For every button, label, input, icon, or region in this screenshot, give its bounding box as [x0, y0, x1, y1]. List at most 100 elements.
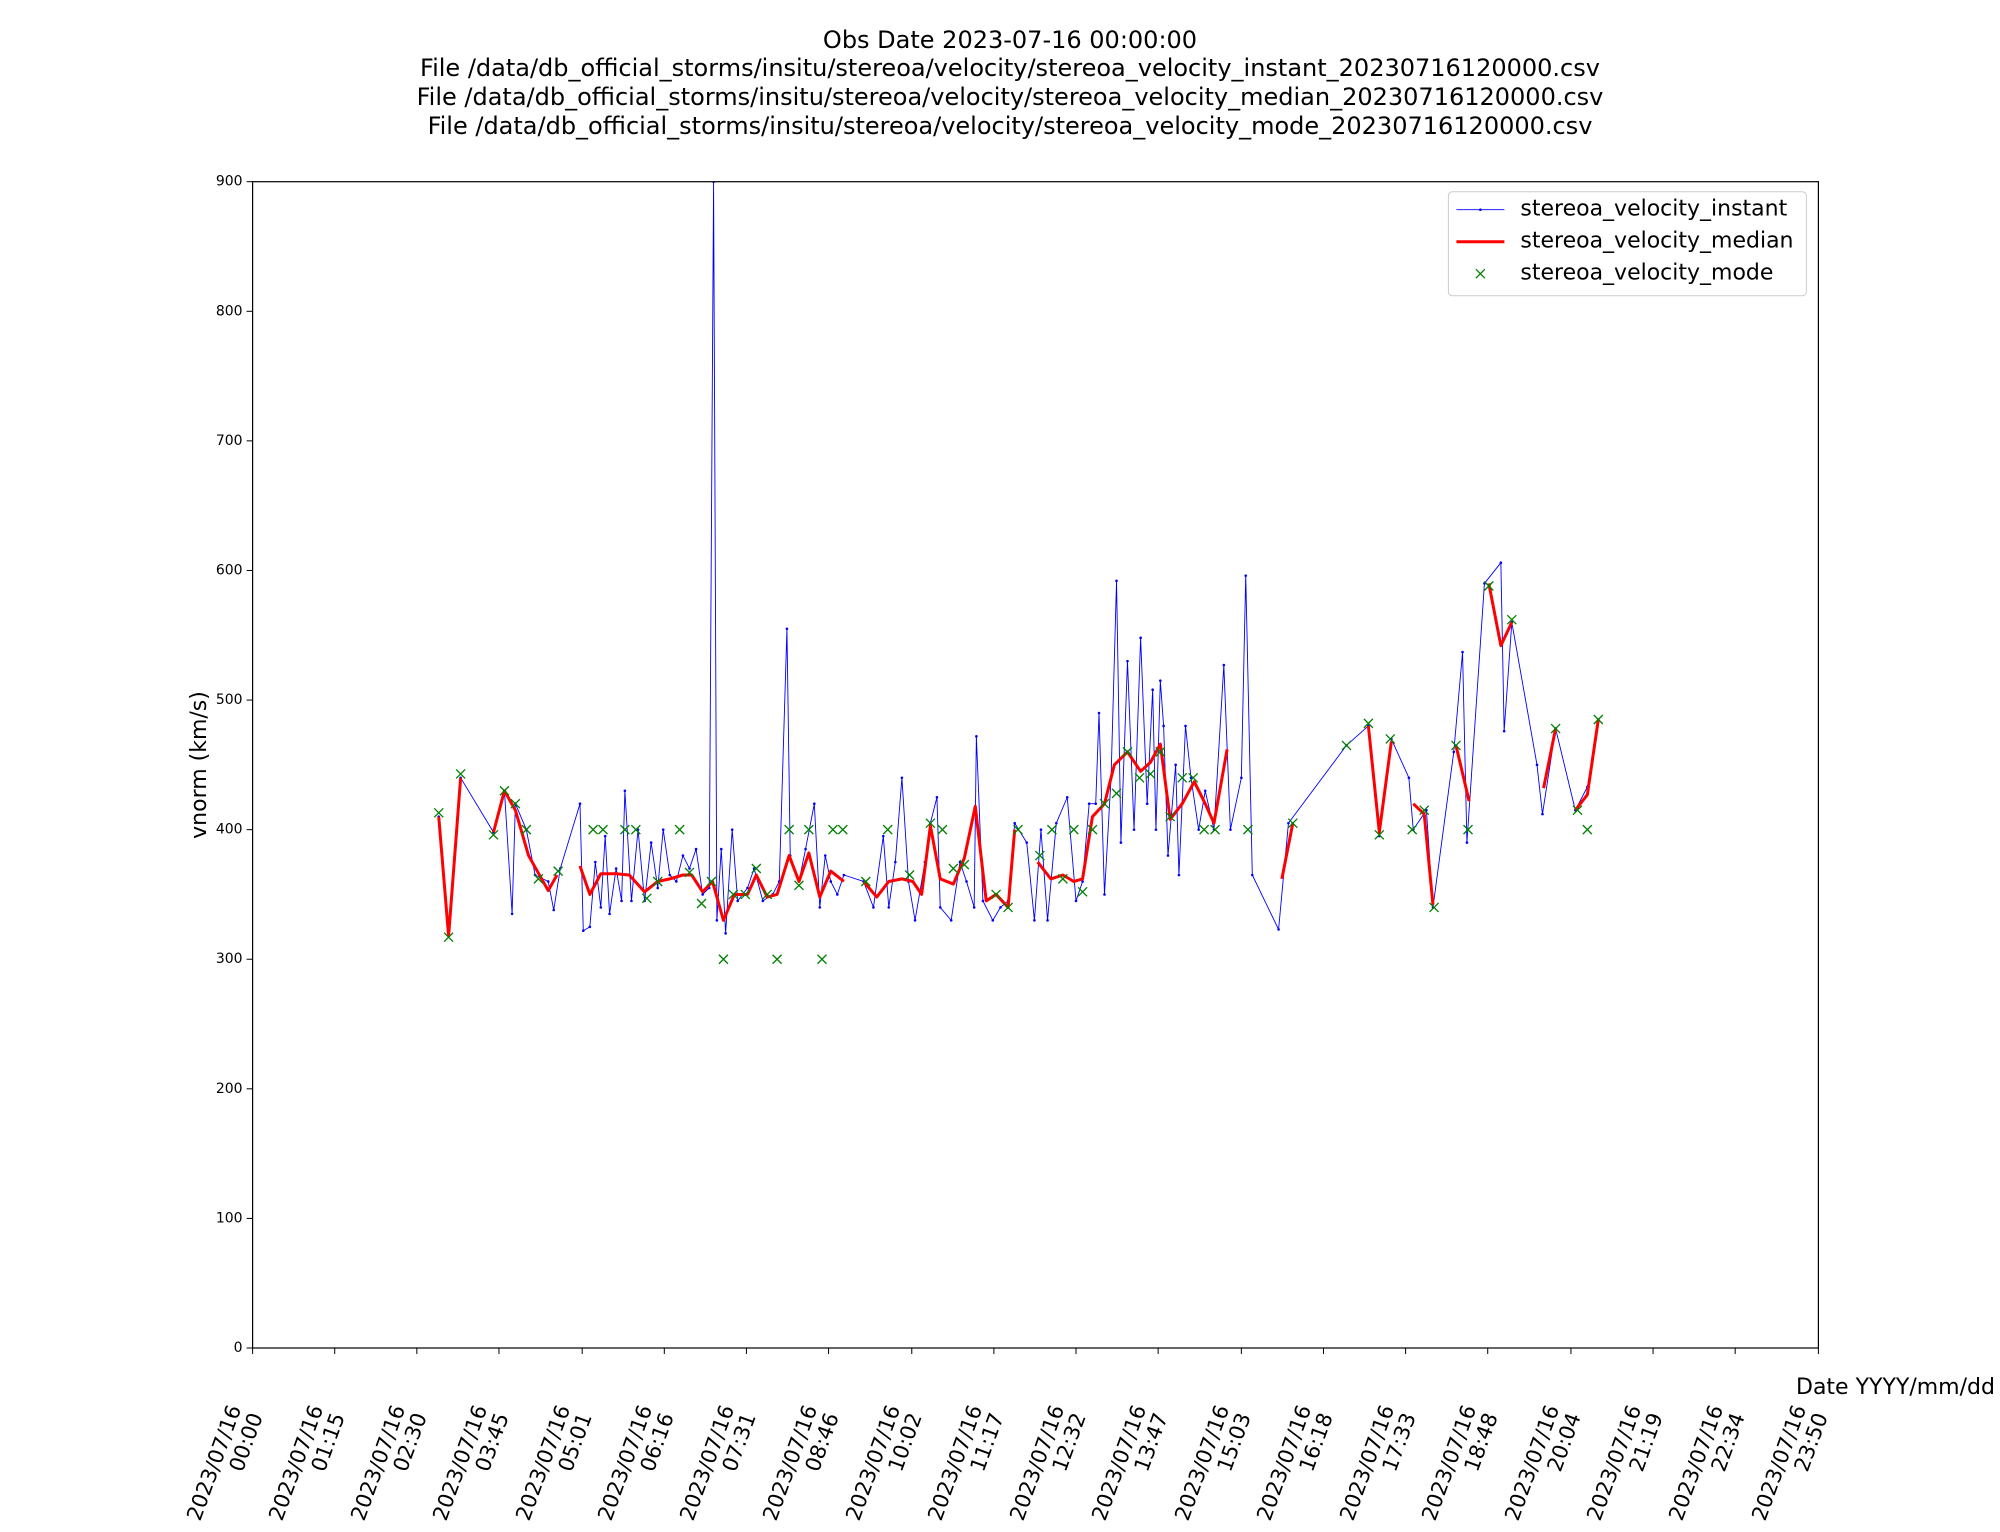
instant-point	[1025, 841, 1029, 844]
mode-marker	[443, 932, 454, 943]
legend-label: stereoa_velocity_instant	[1520, 197, 1787, 222]
mode-marker	[521, 824, 532, 835]
mode-marker	[1134, 772, 1145, 783]
mode-marker	[1550, 723, 1561, 734]
mode-marker	[1165, 811, 1176, 822]
mode-marker	[803, 824, 814, 835]
mode-marker	[684, 867, 695, 878]
instant-point	[1132, 828, 1136, 831]
mode-marker	[619, 824, 630, 835]
mode-marker	[1068, 824, 1079, 835]
instant-point	[1139, 636, 1142, 640]
instant-point	[1013, 821, 1016, 825]
mode-marker	[1077, 886, 1088, 897]
mode-marker	[588, 824, 599, 835]
instant-point	[1103, 893, 1106, 896]
instant-point	[842, 873, 846, 877]
instant-point	[1087, 802, 1091, 806]
mode-marker	[706, 876, 717, 887]
instant-point	[1535, 763, 1539, 767]
instant-point	[1240, 776, 1243, 780]
mode-marker	[827, 824, 838, 835]
instant-point	[1452, 750, 1456, 754]
chart-title: File /data/db_official_storms/insitu/ste…	[417, 83, 1604, 111]
mode-marker	[937, 824, 948, 835]
mode-marker	[455, 768, 466, 779]
mode-marker	[1483, 581, 1494, 591]
mode-marker	[762, 889, 773, 900]
mode-marker	[718, 954, 729, 965]
instant-point	[649, 841, 653, 844]
mode-marker	[1506, 614, 1517, 625]
instant-point	[620, 899, 623, 903]
instant-point	[1151, 688, 1154, 691]
instant-point	[1033, 919, 1036, 922]
mode-marker	[1155, 746, 1166, 757]
mode-marker	[817, 954, 827, 965]
mode-marker	[1429, 902, 1440, 913]
legend-dot	[1479, 208, 1482, 211]
mode-marker	[499, 785, 510, 796]
instant-point	[1115, 579, 1118, 583]
instant-point	[1465, 841, 1469, 844]
instant-point	[1166, 854, 1170, 857]
instant-point	[1184, 724, 1187, 728]
mode-marker	[630, 824, 641, 835]
mode-marker	[1099, 798, 1110, 809]
legend-box	[1447, 191, 1807, 297]
mode-marker	[641, 893, 652, 904]
y-tick-label: 600	[216, 562, 243, 578]
y-tick-label: 400	[216, 822, 243, 838]
instant-point	[975, 735, 978, 738]
instant-point	[1502, 729, 1506, 733]
y-tick-label: 300	[216, 951, 243, 967]
instant-point	[715, 919, 719, 922]
mode-marker	[1287, 818, 1298, 829]
mode-marker	[740, 889, 751, 900]
instant-point	[1174, 763, 1177, 767]
instant-point	[761, 899, 765, 903]
mode-marker	[1122, 746, 1133, 757]
y-axis-label: vnorm (km/s)	[187, 691, 212, 839]
instant-point	[913, 919, 917, 922]
instant-point	[818, 906, 822, 909]
chart: Obs Date 2023-07-16 00:00:00 File /data/…	[187, 26, 1995, 1400]
instant-point	[829, 880, 833, 883]
instant-point	[938, 906, 942, 909]
mode-marker	[488, 829, 499, 840]
mode-marker	[1057, 873, 1068, 884]
instant-point	[599, 906, 603, 909]
instant-point	[949, 919, 953, 922]
instant-point	[736, 899, 739, 903]
mode-marker	[1407, 824, 1418, 835]
y-tick-label: 200	[216, 1081, 243, 1097]
instant-point	[836, 893, 839, 896]
instant-point	[804, 847, 807, 851]
instant-point	[894, 860, 897, 864]
mode-marker	[1451, 740, 1461, 751]
mode-marker	[1572, 805, 1583, 816]
axes-frame	[252, 181, 1820, 1349]
mode-marker	[510, 798, 521, 809]
instant-point	[1055, 821, 1058, 825]
instant-point	[746, 886, 749, 890]
mode-marker	[948, 863, 959, 874]
mode-marker	[1177, 772, 1188, 783]
instant-point	[581, 929, 585, 933]
instant-point	[552, 908, 556, 912]
instant-point	[719, 847, 723, 851]
instant-point	[1407, 776, 1411, 780]
instant-point	[724, 932, 727, 935]
instant-point	[730, 828, 734, 831]
instant-point	[1499, 561, 1503, 564]
chart-title: File /data/db_official_storms/insitu/ste…	[420, 54, 1600, 82]
instant-point	[546, 880, 550, 883]
y-tick-label: 900	[216, 174, 243, 190]
mode-marker	[1111, 788, 1122, 799]
instant-point	[981, 899, 985, 903]
mode-marker	[860, 876, 871, 887]
mode-marker	[751, 863, 762, 874]
instant-point	[701, 893, 704, 896]
mode-marker	[882, 824, 893, 835]
instant-point	[1154, 828, 1158, 831]
